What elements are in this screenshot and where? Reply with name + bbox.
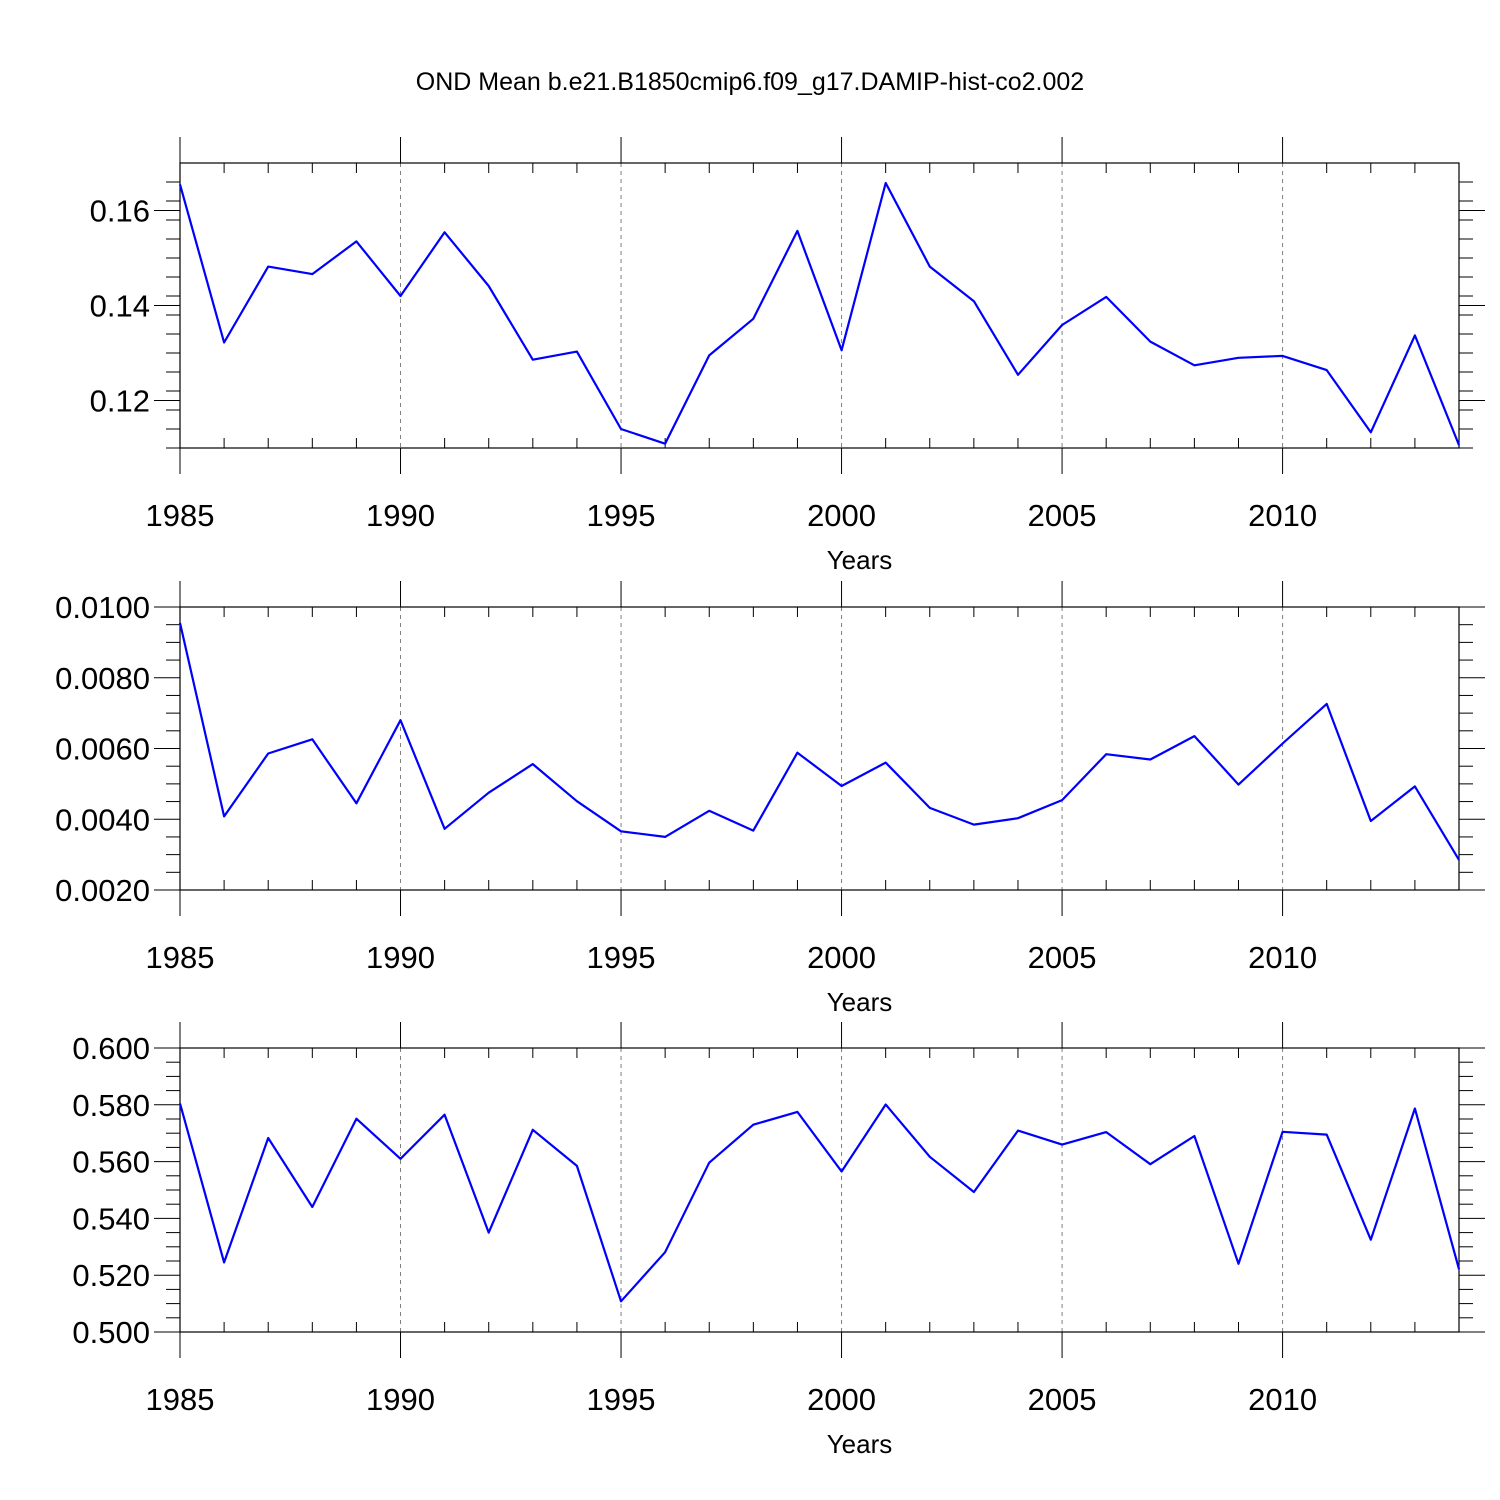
y-axis-label-unit: m <box>20 1057 50 1086</box>
y-tick-label: 0.0080 <box>55 661 150 696</box>
plot-frame <box>179 1047 1460 1333</box>
y-tick-label: 0.560 <box>72 1145 150 1180</box>
data-line-series-1 <box>178 622 1460 861</box>
x-tick-label: 2000 <box>807 498 876 533</box>
x-tick-label: 2005 <box>1028 940 1097 975</box>
y-axis-label-text: CAArch Snow Volume 10 <box>20 630 50 922</box>
x-tick-label: 1990 <box>366 940 435 975</box>
x-tick-label: 2005 <box>1028 1382 1097 1417</box>
y-axis-label-unit: m <box>20 584 50 613</box>
x-tick-label: 1985 <box>146 498 215 533</box>
y-tick-label: 0.0040 <box>55 802 150 837</box>
x-tick-label: 2010 <box>1248 498 1317 533</box>
chart-panel-2: 1985 1990 1995 2000 2005 2010 0.0020 0.0040 0.00… <box>19 575 1485 1017</box>
y-tick-label: 0.14 <box>90 289 150 324</box>
chart-panel-3: 1985 1990 1995 2000 2005 2010 0.500 0.520 0.540 0… <box>19 1022 1485 1459</box>
y-axis-label-text: CAArch Ice Area 10 <box>20 1104 50 1332</box>
y-tick-label: 0.0100 <box>55 590 150 625</box>
y-axis-label-unit-exp: 3 <box>19 147 36 156</box>
chart-panel-1: 1985 1990 1995 2000 2005 2010 0.12 0.14 0.16 Year… <box>19 137 1485 575</box>
x-tick-label: 2005 <box>1028 498 1097 533</box>
y-axis-label: CAArch Snow Volume 1013 m3 <box>19 575 50 923</box>
y-tick-label: 0.0020 <box>55 873 150 908</box>
x-tick-label: 2010 <box>1248 940 1317 975</box>
y-axis-label-exp: 13 <box>19 612 36 630</box>
data-line-series-1 <box>178 181 1461 446</box>
y-axis-label: CAArch Ice Area 1012 m2 <box>19 1048 50 1332</box>
plot-frame <box>179 162 1460 449</box>
figure-title: OND Mean b.e21.B1850cmip6.f09_g17.DAMIP-… <box>416 68 1084 96</box>
y-tick-label: 0.520 <box>72 1258 150 1293</box>
y-tick-label: 0.0060 <box>55 732 150 767</box>
x-tick-label: 2000 <box>807 940 876 975</box>
y-tick-label: 0.580 <box>72 1088 150 1123</box>
data-line-series-1 <box>178 1103 1461 1303</box>
x-axis-label: Years <box>827 545 893 575</box>
y-axis-label-unit-exp: 2 <box>19 1048 36 1057</box>
x-tick-label: 1990 <box>366 1382 435 1417</box>
y-axis-label-unit: m <box>20 156 50 185</box>
x-tick-label: 2000 <box>807 1382 876 1417</box>
x-tick-label: 1990 <box>366 498 435 533</box>
plot-frame <box>179 606 1460 891</box>
y-axis-label-unit-exp: 3 <box>19 575 36 584</box>
y-axis-label: CAArch Ice Volume 1013 m3 <box>19 147 50 464</box>
y-tick-label: 0.16 <box>90 194 150 229</box>
x-tick-label: 1985 <box>146 1382 215 1417</box>
y-tick-label: 0.600 <box>72 1031 150 1066</box>
y-tick-label: 0.500 <box>72 1315 150 1350</box>
x-tick-label: 1995 <box>587 1382 656 1417</box>
y-tick-label: 0.540 <box>72 1201 150 1236</box>
x-tick-label: 1985 <box>146 940 215 975</box>
y-axis-label-exp: 12 <box>19 1086 36 1104</box>
y-axis-label-exp: 13 <box>19 185 36 203</box>
x-tick-label: 1995 <box>587 940 656 975</box>
y-tick-label: 0.12 <box>90 384 150 419</box>
x-axis-label: Years <box>827 1429 893 1459</box>
x-axis-label: Years <box>827 987 893 1017</box>
y-axis-label-text: CAArch Ice Volume 10 <box>20 203 50 465</box>
x-tick-label: 2010 <box>1248 1382 1317 1417</box>
x-tick-label: 1995 <box>587 498 656 533</box>
